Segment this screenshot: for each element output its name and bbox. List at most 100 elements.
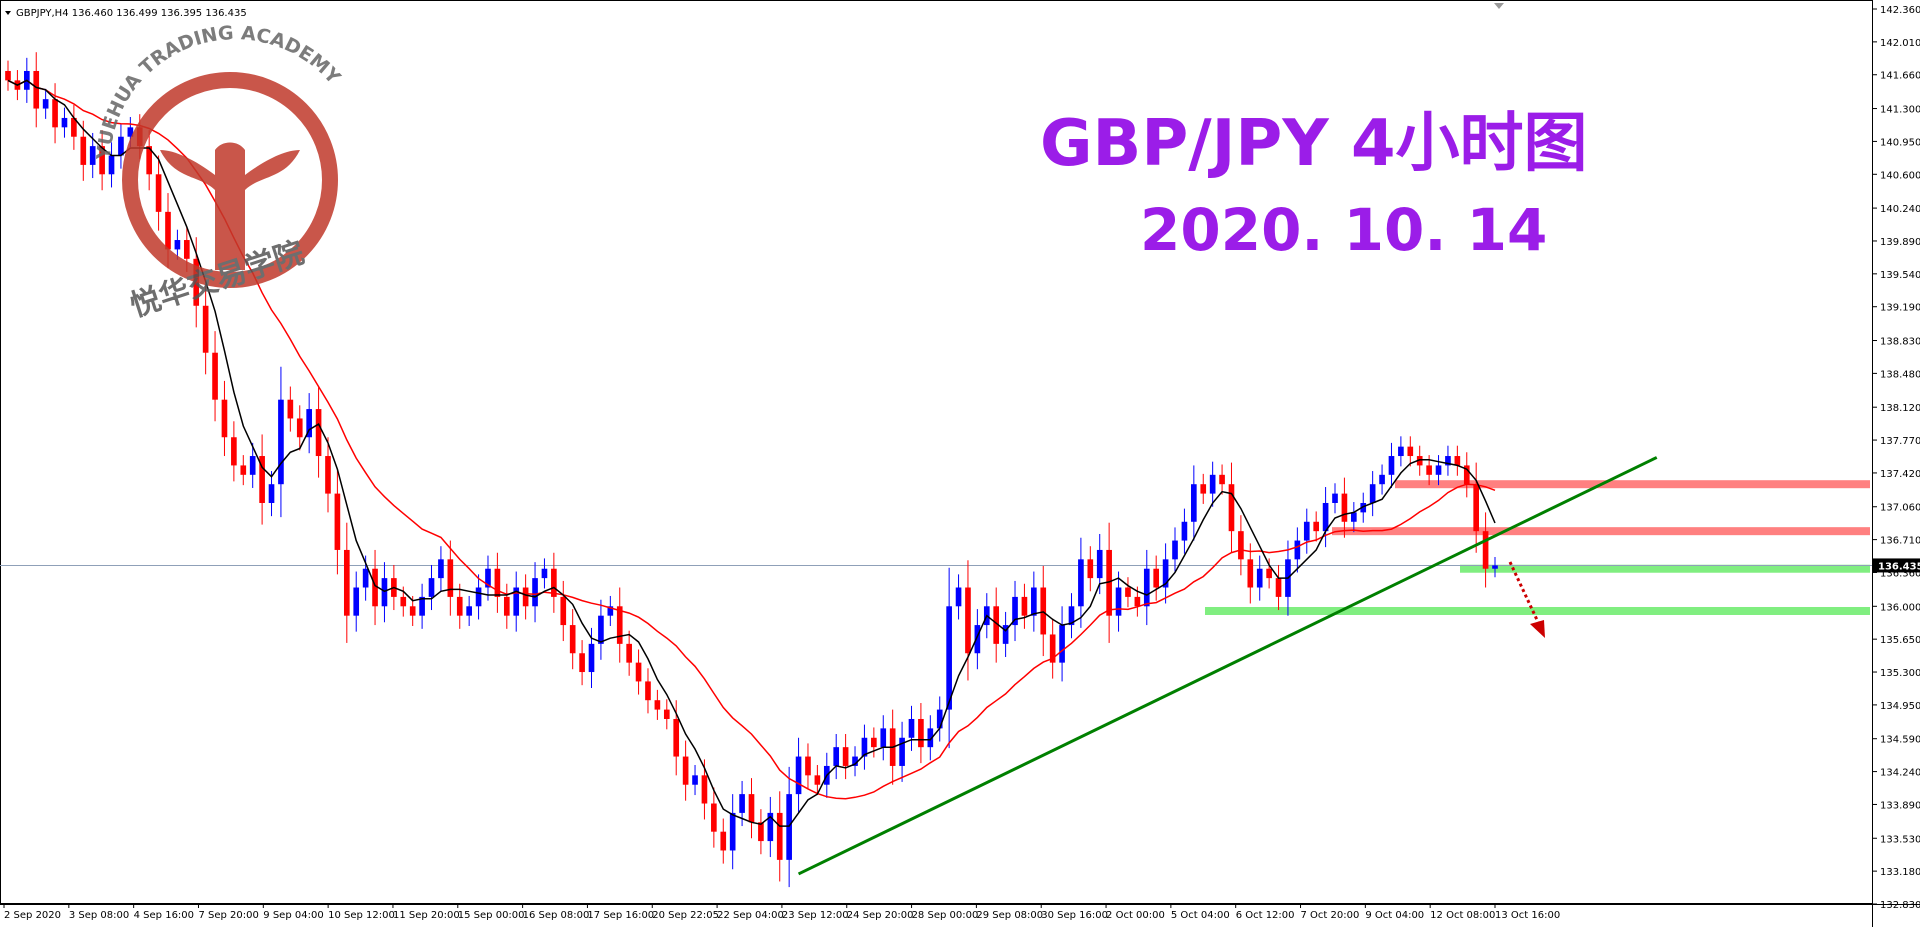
x-tick-label: 17 Sep 16:00: [587, 910, 654, 921]
candle-body: [569, 625, 576, 654]
x-tick-label: 12 Oct 08:00: [1430, 910, 1495, 921]
candle-body: [1143, 568, 1150, 607]
candle: [908, 705, 915, 751]
candle: [268, 471, 275, 517]
candle-body: [1463, 465, 1470, 485]
candle-body: [296, 418, 303, 438]
y-tick-label: 137.770: [1880, 436, 1920, 447]
x-tick-label: 9 Oct 04:00: [1365, 910, 1424, 921]
candle: [155, 155, 162, 231]
candle-body: [174, 240, 181, 250]
candle-body: [231, 437, 237, 466]
candle-body: [381, 578, 388, 607]
candle-body: [918, 718, 924, 748]
candle-body: [842, 747, 849, 766]
candle-body: [419, 596, 425, 616]
candle-body: [212, 352, 218, 400]
candle-body: [287, 399, 294, 419]
candle-body: [645, 681, 651, 701]
candle-body: [33, 70, 40, 109]
x-tick-label: 5 Oct 04:00: [1171, 910, 1230, 921]
candle-body: [1115, 587, 1122, 616]
candle-body: [118, 136, 124, 156]
candle: [1369, 471, 1376, 517]
logo-emblem: [160, 142, 300, 270]
candle: [1078, 537, 1084, 628]
candle: [579, 640, 585, 686]
candle-body: [1445, 456, 1451, 466]
candle: [503, 583, 510, 629]
candle-body: [692, 775, 698, 785]
candle: [1332, 483, 1338, 514]
x-tick-label: 13 Oct 16:00: [1495, 910, 1560, 921]
candle-body: [739, 794, 745, 813]
candle-body: [52, 99, 58, 128]
y-tick-label: 134.240: [1880, 768, 1920, 779]
candle-body: [89, 146, 96, 165]
resistance-zone-lower: [1332, 527, 1870, 536]
academy-logo: YUEHUA TRADING ACADEMY 悦华交易学院: [93, 22, 345, 324]
candle: [89, 132, 96, 179]
candle: [522, 574, 529, 620]
candle-body: [108, 155, 115, 175]
x-tick-label: 11 Sep 20:00: [393, 910, 460, 921]
uptrend-line[interactable]: [797, 456, 1658, 876]
candle: [259, 434, 265, 525]
y-tick-label: 140.950: [1880, 137, 1920, 148]
candle-body: [1313, 521, 1320, 532]
chart-date: 2020. 10. 14: [1140, 196, 1547, 264]
candle: [231, 421, 237, 482]
y-tick-label: 138.830: [1880, 337, 1920, 348]
candle: [42, 88, 49, 119]
candle: [1294, 527, 1301, 573]
candle-body: [805, 756, 811, 776]
candle-body: [278, 399, 284, 485]
candle: [1266, 558, 1272, 589]
candle-body: [729, 812, 736, 851]
candle: [1143, 549, 1150, 626]
support-zone-upper: [1460, 564, 1870, 573]
x-tick-label: 24 Sep 20:00: [847, 910, 914, 921]
candle: [315, 387, 322, 478]
candle-body: [663, 709, 670, 719]
candle: [1162, 543, 1169, 604]
candle: [80, 120, 87, 181]
candle: [1068, 593, 1075, 639]
candle-body: [1303, 521, 1310, 541]
candle-body: [936, 709, 943, 729]
y-tick-label: 140.600: [1880, 170, 1920, 181]
menu-triangle-icon[interactable]: [5, 11, 11, 15]
candle: [1087, 546, 1094, 592]
candle: [814, 765, 821, 796]
x-tick-label: 30 Sep 16:00: [1041, 910, 1108, 921]
candle: [485, 555, 491, 601]
candle: [1031, 571, 1037, 632]
y-tick-label: 139.890: [1880, 237, 1920, 248]
shift-marker-icon[interactable]: [1494, 3, 1504, 9]
candle: [965, 560, 971, 681]
y-tick-label: 140.240: [1880, 204, 1920, 215]
logo-ring: [122, 72, 338, 288]
candle-body: [1416, 456, 1423, 466]
candle-body: [1040, 587, 1047, 635]
y-tick-label: 132.830: [1880, 900, 1920, 911]
candle: [1106, 522, 1112, 643]
x-tick-label: 6 Oct 12:00: [1236, 910, 1295, 921]
candle: [852, 746, 858, 777]
candle-body: [588, 643, 595, 673]
candle-body: [456, 596, 463, 616]
x-tick-label: 28 Sep 00:00: [912, 910, 979, 921]
candle-body: [1238, 531, 1244, 560]
candle: [513, 571, 520, 632]
candle: [372, 549, 378, 626]
candle-body: [165, 211, 171, 250]
candle: [202, 284, 209, 375]
candle: [240, 455, 247, 486]
y-tick-label: 139.540: [1880, 270, 1920, 281]
candle-body: [1049, 634, 1056, 663]
x-tick-label: 7 Oct 20:00: [1301, 910, 1360, 921]
time-axis: 2 Sep 2020 3 Sep 08:00 4 Sep 16:00 7 Sep 20…: [3, 904, 1560, 921]
candle-body: [833, 747, 840, 766]
x-tick-label: 9 Sep 04:00: [263, 910, 323, 921]
